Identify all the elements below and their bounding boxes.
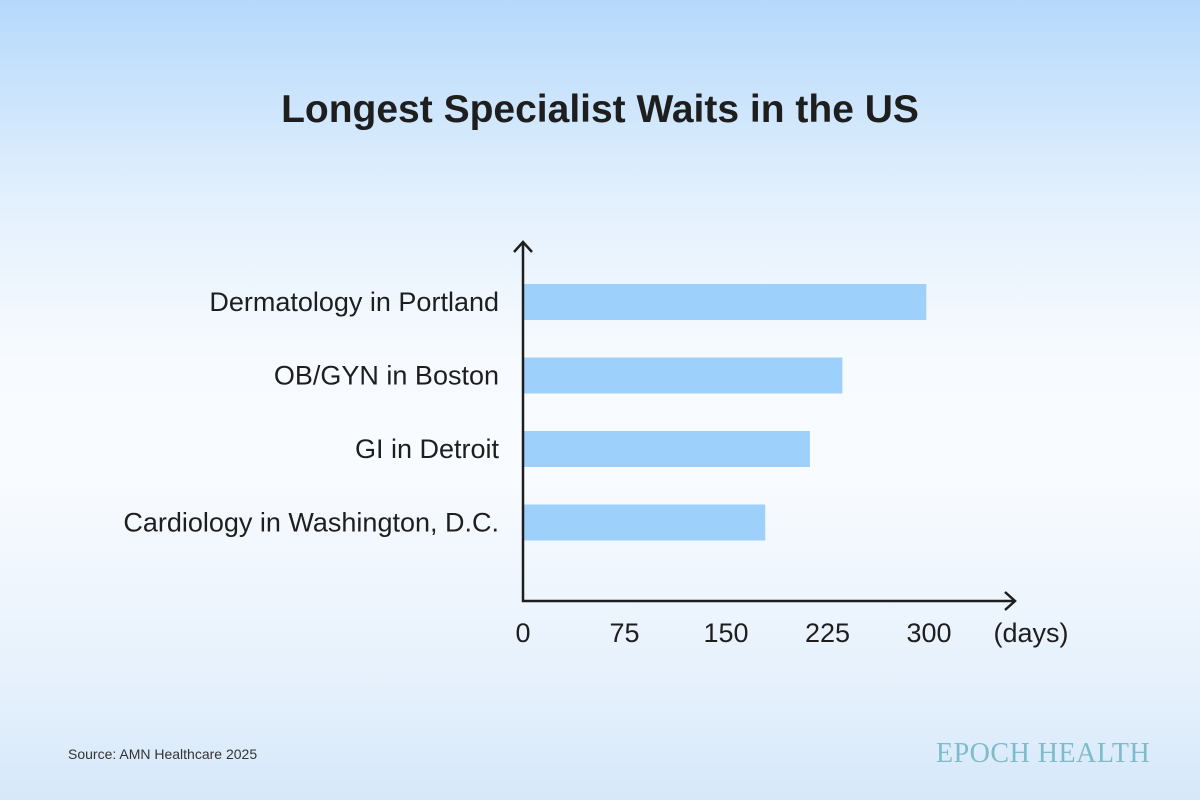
category-label: GI in Detroit [355,434,500,464]
category-label: OB/GYN in Boston [274,361,499,391]
bar [523,504,766,541]
y-axis-arrow-icon [513,240,533,253]
epoch-health-logo: EPOCH HEALTH [936,738,1151,769]
x-tick-label: 150 [703,618,748,648]
category-label: Cardiology in Washington, D.C. [123,508,499,538]
axis-lines [521,242,1015,603]
bar [523,284,927,320]
x-tick-label: 300 [906,618,951,648]
bar [523,357,843,394]
x-tick-label: 225 [805,618,850,648]
chart-title: Longest Specialist Waits in the US [281,88,919,131]
x-axis-label: (days) [993,618,1068,648]
category-label: Dermatology in Portland [209,287,499,317]
x-tick-label: 75 [609,618,639,648]
x-axis-arrow-icon [1004,591,1017,611]
source-note: Source: AMN Healthcare 2025 [68,746,258,762]
x-tick-label: 0 [515,618,530,648]
bar [523,431,810,467]
